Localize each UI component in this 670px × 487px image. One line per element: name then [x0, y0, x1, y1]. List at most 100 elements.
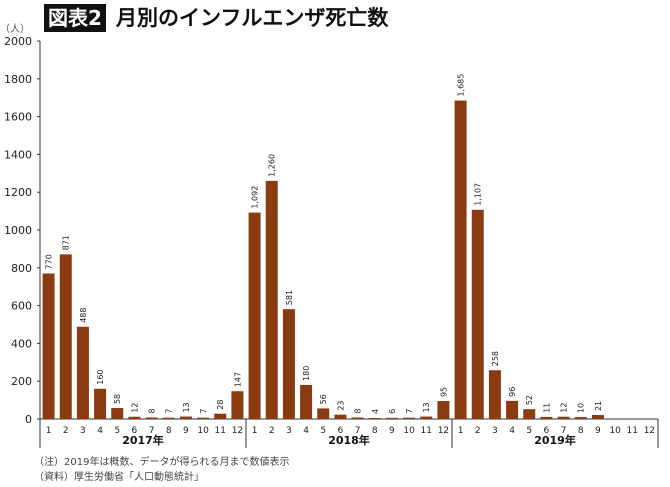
chart-title: 月別のインフルエンザ死亡数 [116, 6, 389, 30]
bar [145, 417, 158, 419]
data-label: 10 [577, 403, 586, 413]
data-label: 258 [491, 351, 500, 366]
month-label: 8 [578, 426, 584, 436]
y-tick-label: 800 [11, 262, 32, 275]
data-label: 160 [96, 369, 105, 384]
month-label: 11 [421, 426, 432, 436]
bar [351, 417, 364, 419]
bar [591, 415, 604, 419]
note-source: （資料）厚生労働省「人口動態統計」 [34, 472, 204, 483]
month-label: 3 [80, 426, 86, 436]
bar [265, 180, 278, 419]
data-label: 7 [199, 409, 208, 414]
figure-tag: 図表2 [44, 4, 106, 32]
bar [523, 409, 536, 419]
data-label: 13 [182, 402, 191, 412]
data-label: 871 [62, 235, 71, 250]
year-label: 2019年 [534, 433, 576, 447]
data-label: 96 [508, 387, 517, 397]
month-label: 6 [338, 426, 344, 436]
month-label: 2 [63, 426, 69, 436]
month-label: 12 [438, 426, 449, 436]
month-label: 7 [149, 426, 155, 436]
data-label: 11 [542, 403, 551, 413]
bar [94, 388, 107, 419]
data-label: 56 [319, 394, 328, 404]
month-label: 7 [561, 426, 567, 436]
bar [317, 408, 330, 419]
bar [214, 413, 227, 419]
month-label: 3 [286, 426, 292, 436]
bar [197, 417, 210, 419]
bar [471, 209, 484, 419]
data-label: 180 [302, 366, 311, 381]
data-label: 58 [113, 394, 122, 404]
y-tick-label: 1800 [4, 73, 32, 86]
bar [162, 417, 175, 419]
month-label: 8 [166, 426, 172, 436]
note-provisional: （注）2019年は概数、データが得られる月まで数値表示 [34, 457, 290, 468]
month-label: 10 [403, 426, 415, 436]
month-label: 12 [232, 426, 243, 436]
month-label: 8 [372, 426, 378, 436]
month-label: 11 [627, 426, 638, 436]
month-label: 5 [114, 426, 120, 436]
bar [128, 416, 141, 419]
bar [179, 416, 192, 419]
y-tick-label: 400 [11, 337, 32, 350]
data-label: 7 [405, 409, 414, 414]
bar [403, 417, 416, 419]
bar [282, 309, 295, 419]
bar [111, 408, 124, 419]
data-label: 770 [45, 254, 54, 269]
data-label: 488 [79, 307, 88, 322]
month-label: 7 [355, 426, 361, 436]
month-label: 1 [46, 426, 52, 436]
month-label: 1 [252, 426, 258, 436]
data-label: 12 [130, 403, 139, 413]
year-label: 2018年 [328, 433, 370, 447]
y-tick-label: 1600 [4, 111, 32, 124]
data-label: 581 [285, 290, 294, 305]
data-label: 21 [594, 401, 603, 411]
y-tick-label: 1200 [4, 186, 32, 199]
month-label: 10 [197, 426, 209, 436]
data-label: 28 [216, 400, 225, 410]
month-label: 5 [526, 426, 532, 436]
data-label: 8 [354, 408, 363, 413]
data-label: 6 [388, 409, 397, 414]
month-label: 6 [132, 426, 138, 436]
month-label: 4 [303, 426, 309, 436]
month-label: 12 [644, 426, 655, 436]
data-label: 12 [560, 403, 569, 413]
bar [488, 370, 501, 419]
data-label: 7 [165, 409, 174, 414]
y-tick-label: 600 [11, 300, 32, 313]
month-label: 9 [183, 426, 189, 436]
data-label: 1,092 [251, 186, 260, 209]
month-label: 3 [492, 426, 498, 436]
data-label: 95 [439, 387, 448, 397]
bar [42, 273, 55, 419]
data-label: 52 [525, 395, 534, 405]
year-label: 2017年 [122, 433, 164, 447]
bar [248, 212, 261, 419]
data-label: 1,685 [457, 74, 466, 97]
y-tick-label: 1400 [4, 148, 32, 161]
notes: （注）2019年は概数、データが得られる月まで数値表示 （資料）厚生労働省「人口… [34, 455, 289, 485]
bar [76, 326, 89, 419]
data-label: 1,107 [474, 183, 483, 206]
bar [59, 254, 72, 419]
month-label: 10 [609, 426, 621, 436]
bar [437, 401, 450, 419]
month-label: 9 [389, 426, 395, 436]
y-tick-label: 1000 [4, 224, 32, 237]
bar [557, 416, 570, 419]
data-label: 23 [336, 400, 345, 410]
month-label: 5 [320, 426, 326, 436]
y-tick-label: 0 [25, 413, 32, 426]
month-label: 9 [595, 426, 601, 436]
bar [300, 384, 313, 419]
